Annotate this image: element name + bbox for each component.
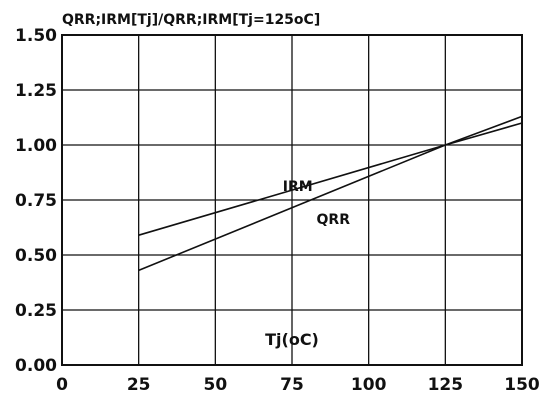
x-tick-label: 100	[351, 375, 387, 395]
plot-frame	[61, 34, 523, 366]
x-axis-label: Tj(oC)	[265, 330, 319, 349]
series-layer	[138, 115, 523, 272]
x-tick-label: 25	[127, 375, 151, 395]
x-tick-label: 150	[504, 375, 540, 395]
y-tick-label: 1.00	[15, 136, 57, 156]
grid	[62, 35, 522, 365]
y-tick-label: 0.75	[15, 191, 57, 211]
annotation-qrr: QRR	[317, 212, 351, 228]
x-tick-label: 50	[203, 375, 227, 395]
annotations: IRM QRR	[283, 179, 350, 228]
y-tick-label: 1.25	[15, 81, 57, 101]
y-tick-label: 1.50	[15, 26, 57, 46]
series-line-qrr	[138, 115, 523, 272]
y-tick-label: 0.50	[15, 246, 57, 266]
x-tick-label: 125	[428, 375, 464, 395]
chart-title: QRR;IRM[Tj]/QRR;IRM[Tj=125oC]	[62, 12, 320, 28]
annotation-irm: IRM	[283, 179, 313, 195]
y-tick-label: 0.25	[15, 301, 57, 321]
x-tick-label: 75	[280, 375, 304, 395]
y-tick-label: 0.00	[15, 356, 57, 376]
x-tick-label: 0	[56, 375, 68, 395]
tick-labels: 0 25 50 75 100 125 150 0.00 0.25 0.50 0.75 1.00 1.25…	[15, 26, 540, 395]
